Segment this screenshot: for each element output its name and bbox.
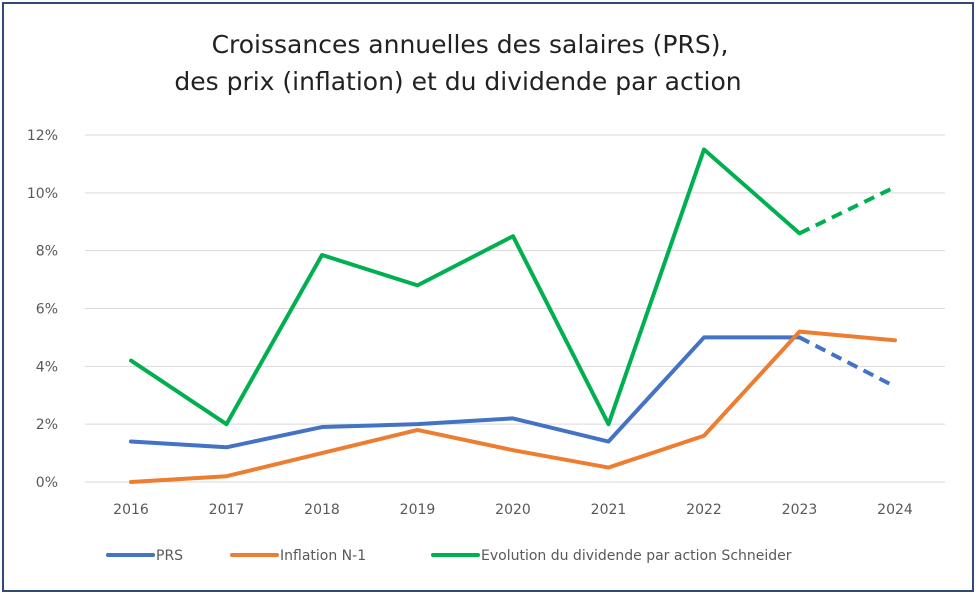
series-line-2 — [129, 147, 802, 427]
y-tick-label: 0% — [36, 475, 58, 491]
x-tick-label: 2019 — [400, 502, 436, 518]
y-tick-label: 4% — [36, 359, 58, 375]
chart-title-line-1: Croissances annuelles des salaires (PRS)… — [212, 30, 729, 59]
chart-title-line-2: des prix (inflation) et du dividende par… — [174, 67, 741, 96]
x-tick-label: 2018 — [304, 502, 340, 518]
legend-label: Inflation N-1 — [280, 548, 366, 564]
legend-label: Evolution du dividende par action Schnei… — [481, 548, 792, 564]
y-tick-label: 8% — [36, 244, 58, 260]
x-tick-label: 2023 — [782, 502, 818, 518]
x-tick-label: 2024 — [877, 502, 913, 518]
series-projection-0 — [798, 335, 896, 389]
chart-frame — [2, 2, 974, 592]
legend-label: PRS — [156, 548, 183, 564]
y-tick-label: 6% — [36, 302, 58, 318]
y-tick-label: 12% — [27, 128, 58, 144]
series-line-1 — [129, 329, 897, 484]
x-tick-label: 2022 — [686, 502, 722, 518]
y-tick-label: 2% — [36, 417, 58, 433]
y-tick-label: 10% — [27, 186, 58, 202]
x-tick-label: 2017 — [209, 502, 245, 518]
x-tick-label: 2020 — [495, 502, 531, 518]
series-projection-2 — [798, 185, 896, 236]
x-tick-label: 2021 — [591, 502, 627, 518]
series-line-0 — [129, 335, 802, 450]
x-tick-label: 2016 — [113, 502, 149, 518]
